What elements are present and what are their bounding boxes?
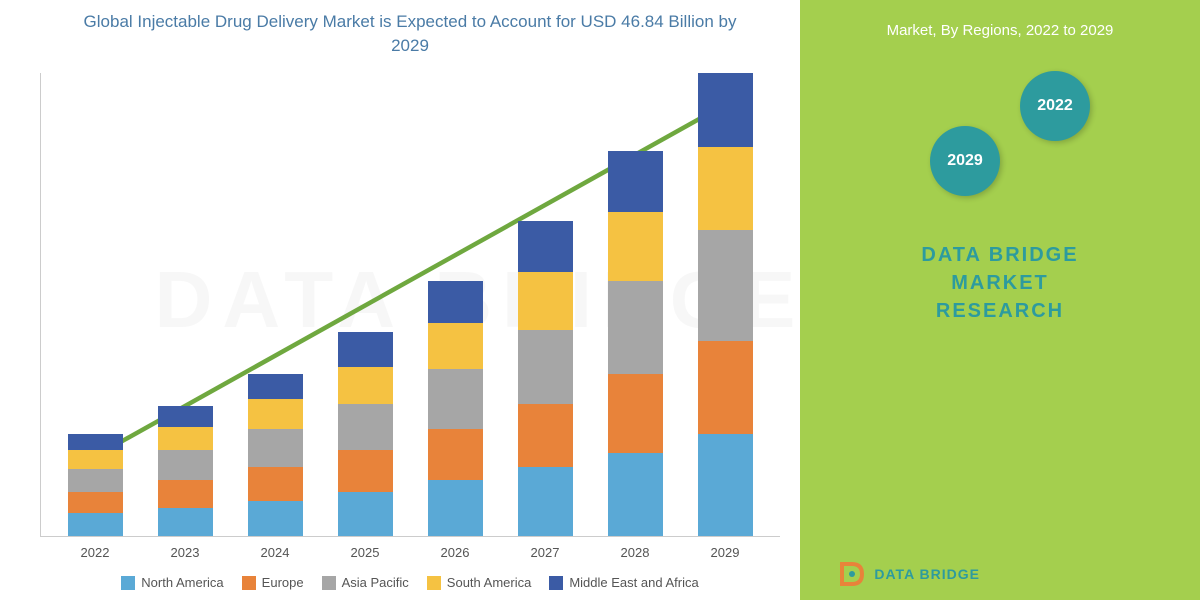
chart-plot-area (40, 73, 780, 537)
x-axis-label: 2027 (518, 545, 573, 560)
bar-segment (338, 367, 393, 404)
bar-group (428, 281, 483, 536)
brand-line-1: DATA BRIDGE (820, 241, 1180, 269)
x-axis: 2022 2023 2024 2025 2026 2027 2028 2029 (40, 545, 780, 560)
bar-segment (68, 450, 123, 469)
bar-segment (428, 281, 483, 323)
bar-segment (158, 508, 213, 536)
bar-segment (248, 467, 303, 502)
side-panel-title: Market, By Regions, 2022 to 2029 (820, 20, 1180, 41)
legend-item: Middle East and Africa (549, 575, 698, 590)
legend-label: Asia Pacific (342, 575, 409, 590)
bar-segment (248, 429, 303, 466)
legend-item: Europe (242, 575, 304, 590)
x-axis-label: 2029 (698, 545, 753, 560)
bar-segment (428, 323, 483, 369)
year-circle: 2022 (1020, 71, 1090, 141)
bar-segment (608, 374, 663, 453)
x-axis-label: 2022 (68, 545, 123, 560)
legend-swatch (322, 576, 336, 590)
x-axis-label: 2023 (158, 545, 213, 560)
bar-segment (518, 272, 573, 330)
brand-line-2: MARKET (820, 269, 1180, 297)
legend-swatch (121, 576, 135, 590)
bar-segment (518, 467, 573, 537)
side-panel: Market, By Regions, 2022 to 2029 2022202… (800, 0, 1200, 600)
bottom-logo: DATA BRIDGE (838, 560, 980, 588)
bar-segment (608, 281, 663, 374)
bar-segment (428, 480, 483, 536)
bar-group (338, 332, 393, 536)
bar-segment (338, 332, 393, 367)
legend-label: North America (141, 575, 223, 590)
legend-label: Europe (262, 575, 304, 590)
bar-segment (518, 221, 573, 272)
bar-group (518, 221, 573, 536)
legend-swatch (427, 576, 441, 590)
bar-segment (68, 469, 123, 492)
bar-segment (608, 453, 663, 536)
year-circles-area: 2022 2029 (820, 71, 1180, 221)
bar-segment (518, 330, 573, 404)
bar-segment (158, 450, 213, 480)
x-axis-label: 2025 (338, 545, 393, 560)
bar-segment (248, 374, 303, 399)
bar-segment (158, 406, 213, 427)
bar-group (68, 434, 123, 536)
bar-segment (248, 501, 303, 536)
bars-container (41, 73, 780, 536)
bottom-logo-text: DATA BRIDGE (874, 566, 980, 582)
logo-icon (838, 560, 866, 588)
x-axis-label: 2028 (608, 545, 663, 560)
brand-line-3: RESEARCH (820, 297, 1180, 325)
bar-segment (68, 513, 123, 536)
bar-segment (248, 399, 303, 429)
bar-group (698, 73, 753, 536)
bar-segment (158, 480, 213, 508)
bar-segment (338, 404, 393, 450)
bar-segment (428, 429, 483, 480)
bar-segment (608, 151, 663, 211)
chart-title: Global Injectable Drug Delivery Market i… (40, 10, 780, 58)
bar-segment (338, 450, 393, 492)
x-axis-label: 2026 (428, 545, 483, 560)
legend-swatch (242, 576, 256, 590)
bar-segment (698, 230, 753, 341)
legend-swatch (549, 576, 563, 590)
legend: North America Europe Asia Pacific South Ame… (40, 575, 780, 590)
bar-group (608, 151, 663, 536)
bar-group (248, 374, 303, 536)
legend-item: North America (121, 575, 223, 590)
legend-label: Middle East and Africa (569, 575, 698, 590)
bar-segment (698, 434, 753, 536)
bar-segment (698, 341, 753, 434)
chart-panel: Global Injectable Drug Delivery Market i… (0, 0, 800, 600)
x-axis-label: 2024 (248, 545, 303, 560)
bar-segment (158, 427, 213, 450)
legend-item: Asia Pacific (322, 575, 409, 590)
legend-item: South America (427, 575, 532, 590)
bar-segment (608, 212, 663, 282)
bar-segment (68, 434, 123, 450)
bar-group (158, 406, 213, 536)
bar-segment (428, 369, 483, 429)
bar-segment (698, 73, 753, 147)
brand-text: DATA BRIDGE MARKET RESEARCH (820, 241, 1180, 325)
main-container: Global Injectable Drug Delivery Market i… (0, 0, 1200, 600)
bar-segment (698, 147, 753, 230)
bar-segment (338, 492, 393, 536)
bar-segment (518, 404, 573, 467)
year-circle: 2029 (930, 126, 1000, 196)
bar-segment (68, 492, 123, 513)
legend-label: South America (447, 575, 532, 590)
